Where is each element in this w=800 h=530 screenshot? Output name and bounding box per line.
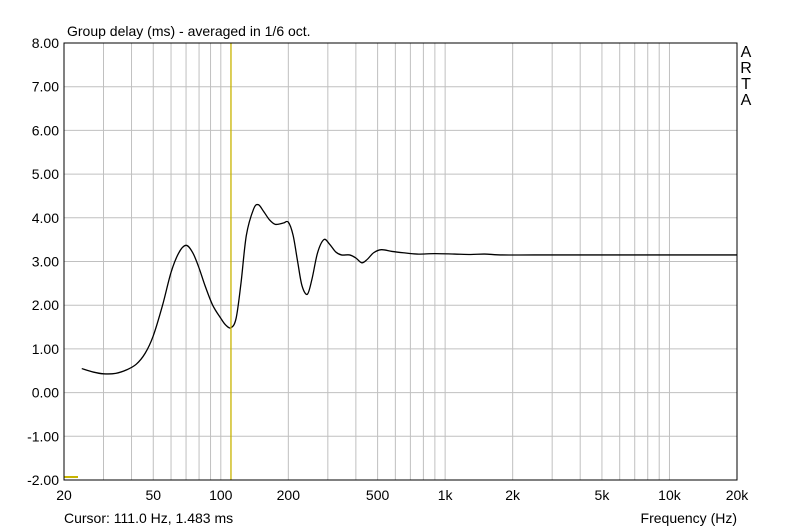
x-tick-label: 5k xyxy=(595,487,611,503)
x-tick-label: 2k xyxy=(505,487,521,503)
y-tick-label: -2.00 xyxy=(27,472,59,488)
grid-layer xyxy=(63,42,738,481)
x-tick-label: 100 xyxy=(209,487,233,503)
y-tick-label: 3.00 xyxy=(32,254,59,270)
x-axis-label: Frequency (Hz) xyxy=(641,510,737,526)
y-tick-label: 4.00 xyxy=(32,210,59,226)
brand-letter: A xyxy=(741,92,752,109)
y-tick-labels: 8.00 7.00 6.00 5.00 4.00 3.00 2.00 1.00 0.00 -1.0… xyxy=(27,35,59,488)
brand-letter: R xyxy=(740,60,752,77)
plot-frame xyxy=(63,42,738,481)
y-tick-label: 1.00 xyxy=(32,341,59,357)
brand-letter: T xyxy=(741,76,751,93)
y-tick-label: 0.00 xyxy=(32,385,59,401)
y-tick-label: 5.00 xyxy=(32,166,59,182)
x-tick-label: 10k xyxy=(658,487,682,503)
y-tick-label: 7.00 xyxy=(32,79,59,95)
x-tick-labels: 20 50 100 200 500 1k 2k 5k 10k 20k xyxy=(56,487,749,503)
group-delay-curve xyxy=(81,203,737,375)
y-tick-label: 6.00 xyxy=(32,122,59,138)
x-tick-label: 50 xyxy=(145,487,161,503)
y-tick-label: -1.00 xyxy=(27,428,59,444)
curve-layer xyxy=(81,203,737,375)
chart-title: Group delay (ms) - averaged in 1/6 oct. xyxy=(67,23,311,39)
x-tick-label: 20k xyxy=(726,487,750,503)
x-tick-label: 1k xyxy=(438,487,454,503)
y-tick-label: 2.00 xyxy=(32,297,59,313)
brand-letter: A xyxy=(741,44,752,61)
cursor-readout: Cursor: 111.0 Hz, 1.483 ms xyxy=(64,510,233,526)
x-tick-label: 200 xyxy=(277,487,301,503)
x-tick-label: 500 xyxy=(366,487,390,503)
x-tick-label: 20 xyxy=(56,487,72,503)
cursor-layer xyxy=(64,43,232,480)
y-tick-label: 8.00 xyxy=(32,35,59,51)
